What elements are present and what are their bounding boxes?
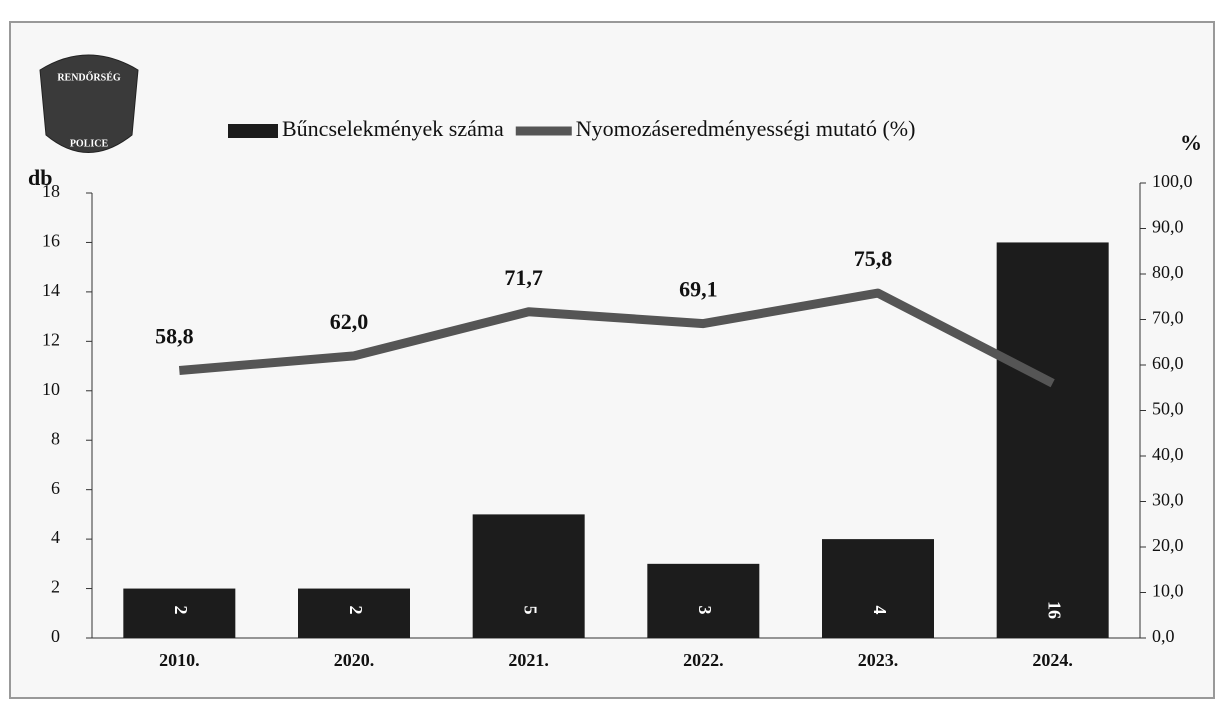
y-tick-label: 10 <box>42 379 60 399</box>
legend-label: Bűncselekmények száma <box>282 116 504 141</box>
x-tick-label: 2023. <box>858 650 899 670</box>
bar <box>298 588 410 638</box>
bar-value-label: 4 <box>870 606 890 615</box>
line <box>178 288 1055 388</box>
y2-tick-label: 90,0 <box>1152 217 1184 237</box>
y-tick-label: 8 <box>51 428 60 448</box>
logo: RENDŐRSÉG POLICE <box>39 54 139 153</box>
y2-tick-label: 60,0 <box>1152 353 1184 373</box>
line-value-label: 71,7 <box>504 265 543 290</box>
x-tick-label: 2024. <box>1032 650 1073 670</box>
x-tick-label: 2022. <box>683 650 724 670</box>
y2-tick-label: 40,0 <box>1152 444 1184 464</box>
y2-axis-title: % <box>1180 130 1202 155</box>
y2-tick-label: 0,0 <box>1152 626 1175 646</box>
y-tick-label: 12 <box>42 329 60 349</box>
y-tick-label: 14 <box>42 280 60 300</box>
y-tick-label: 16 <box>42 231 60 251</box>
legend-label: Nyomozáseredményességi mutató (%) <box>576 116 916 141</box>
x-tick-label: 2020. <box>334 650 375 670</box>
y-tick-label: 4 <box>51 527 60 547</box>
bar <box>472 514 585 638</box>
y-tick-label: 18 <box>42 181 60 201</box>
legend-swatch <box>228 124 278 138</box>
y2-tick-label: 80,0 <box>1152 262 1184 282</box>
bar <box>647 563 760 638</box>
y2-tick-label: 100,0 <box>1152 171 1193 191</box>
bar <box>996 242 1109 638</box>
bar-value-label: 16 <box>1045 601 1065 619</box>
y-axis-title: db <box>28 165 52 190</box>
y2-tick-label: 50,0 <box>1152 399 1184 419</box>
line-value-label: 62,0 <box>330 309 369 334</box>
logo-top: RENDŐRSÉG <box>57 71 121 83</box>
line-value-label: 58,8 <box>155 324 194 349</box>
bar-value-label: 2 <box>346 606 366 615</box>
logo-bottom: POLICE <box>70 138 109 149</box>
x-tick-label: 2010. <box>159 650 200 670</box>
y2-tick-label: 70,0 <box>1152 308 1184 328</box>
bar-value-label: 2 <box>171 606 191 615</box>
y-tick-label: 6 <box>51 478 60 498</box>
y-tick-label: 2 <box>51 577 60 597</box>
bar-value-label: 5 <box>521 606 541 615</box>
y2-tick-label: 30,0 <box>1152 490 1184 510</box>
bar-value-label: 3 <box>695 606 715 615</box>
bar <box>822 539 934 638</box>
y-tick-label: 0 <box>51 626 60 646</box>
logo-shield <box>39 54 139 153</box>
y2-tick-label: 20,0 <box>1152 535 1184 555</box>
line-value-label: 69,1 <box>679 277 718 302</box>
x-tick-label: 2021. <box>508 650 549 670</box>
bar <box>123 588 236 638</box>
line-value-label: 75,8 <box>854 246 893 271</box>
y2-tick-label: 10,0 <box>1152 581 1184 601</box>
